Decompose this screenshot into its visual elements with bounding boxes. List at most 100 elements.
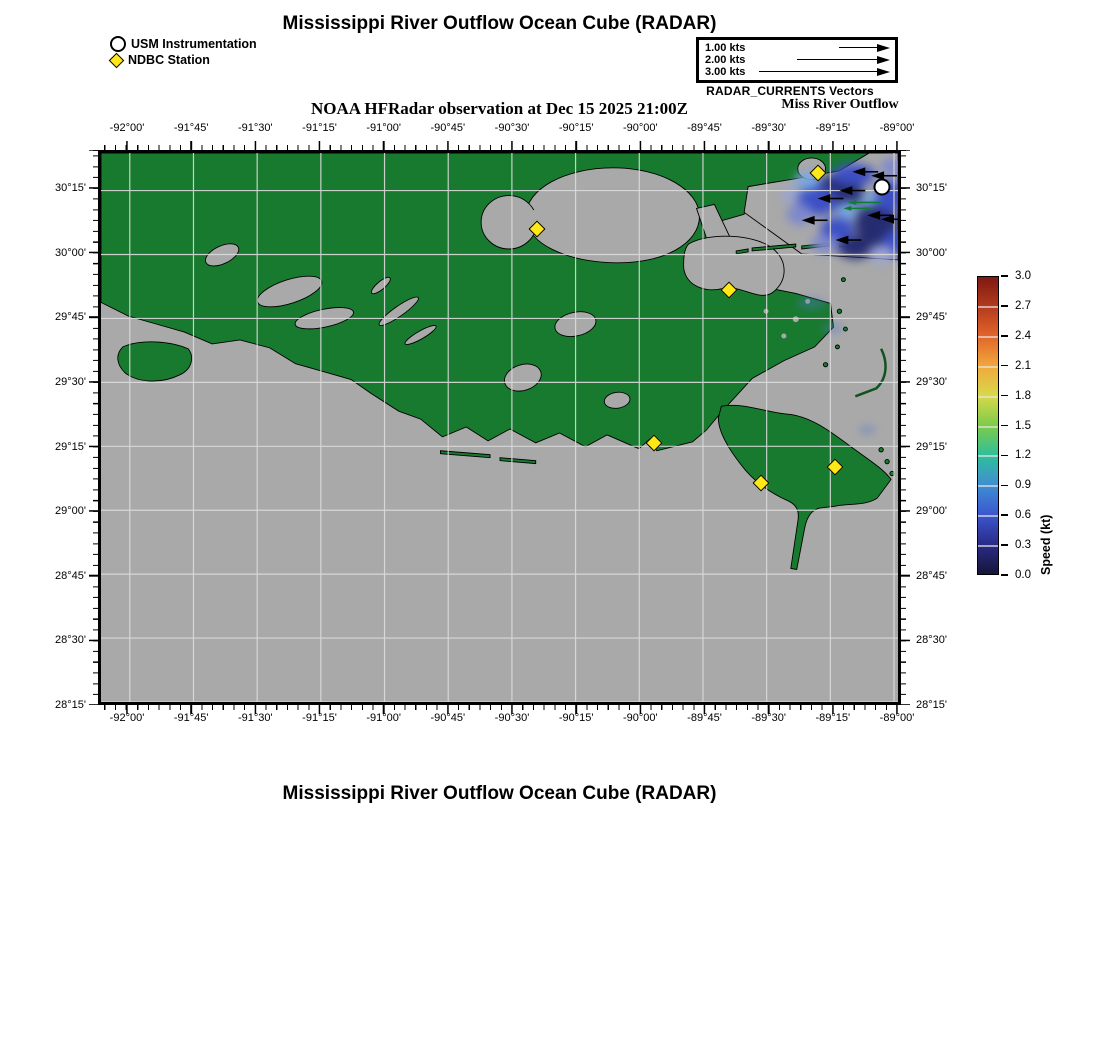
axis-ticks-top-minor (98, 145, 901, 150)
lon-tick-label: -91°00' (366, 122, 401, 134)
scale-label: 2.00 kts (705, 54, 746, 66)
lon-tick-label: -89°00' (879, 122, 915, 134)
colorbar-tick-label: 0.6 (1015, 509, 1031, 522)
map-plot-area (98, 150, 901, 705)
scale-arrow-icon (759, 67, 890, 77)
graticule-layer (101, 153, 898, 702)
colorbar-tick (1001, 424, 1008, 427)
breton-islet (878, 447, 884, 453)
legend-row-usm: USM Instrumentation (110, 36, 257, 52)
bayou-2 (404, 325, 437, 345)
lat-tick-label: 28°45' (55, 569, 86, 582)
lon-tick-label: -92°00' (109, 122, 145, 134)
colorbar-tick-label: 3.0 (1015, 270, 1031, 282)
colorbar-tick (1001, 335, 1008, 337)
marsh-pond (805, 298, 811, 304)
lat-axis-labels-left: 30°15' 30°00' 29°45' 29°30' 29°15' 29°00' 28°4… (8, 150, 90, 711)
lat-tick-label: 29°45' (916, 311, 947, 324)
lon-axis-labels-top: -92°00' -91°45' -91°30' -91°15' -91°00' -90°4… (98, 122, 915, 137)
barrier-island (439, 450, 491, 459)
colorbar-separator (978, 395, 998, 398)
lat-tick-label: 29°00' (55, 505, 86, 518)
circle-marker-icon (110, 36, 126, 52)
lat-tick-label: 28°30' (916, 634, 947, 647)
lon-tick-label: -90°30' (494, 122, 530, 134)
current-vector-arrow (839, 186, 866, 196)
colorbar-tick (1001, 544, 1008, 546)
lon-tick-label: -91°15' (302, 122, 337, 134)
chandeleur-islands (854, 348, 887, 398)
legend-label: NDBC Station (128, 53, 210, 67)
colorbar-tick (1001, 305, 1008, 307)
lon-tick-label: -91°30' (238, 122, 273, 134)
colorbar-gradient (977, 276, 999, 575)
colorbar-separator (978, 425, 998, 428)
colorbar-tick (1001, 484, 1008, 487)
axis-ticks-bottom-minor (98, 705, 901, 710)
lon-tick-label: -90°15' (558, 712, 594, 724)
speed-field-layer (780, 157, 898, 263)
scale-arrow-icon (797, 55, 890, 65)
legend-label: USM Instrumentation (131, 37, 257, 51)
diamond-marker-icon (108, 52, 125, 68)
lon-tick-label: -92°00' (109, 712, 145, 724)
current-vector-arrow (867, 210, 894, 220)
current-vector-arrow (871, 171, 898, 181)
legend-row-ndbc: NDBC Station (108, 52, 257, 68)
lon-tick-label: -89°15' (815, 122, 851, 134)
lat-tick-label: 29°15' (55, 440, 86, 453)
colorbar-tick (1001, 364, 1008, 367)
current-vector-arrow (852, 167, 879, 177)
lon-tick-label: -89°45' (687, 122, 722, 134)
lake-borgne (683, 235, 785, 296)
colorbar-separator (978, 515, 998, 518)
map-subtitle: NOAA HFRadar observation at Dec 15 2025 … (311, 99, 688, 118)
marsh-pond (792, 316, 799, 323)
lat-tick-label: 28°45' (916, 569, 947, 582)
colorbar-tick-label: 0.0 (1015, 569, 1031, 581)
current-vector-arrow (817, 194, 844, 203)
lon-tick-label: -91°45' (173, 122, 209, 134)
colorbar-tick-label: 1.5 (1015, 419, 1031, 432)
lon-tick-label: -90°45' (430, 122, 466, 134)
lat-tick-label: 28°15' (55, 699, 86, 711)
figure-title-bottom: Mississippi River Outflow Ocean Cube (RA… (282, 783, 717, 804)
bayou-3 (370, 276, 391, 295)
ndbc-station-marker (645, 434, 663, 452)
colorbar-separator (978, 305, 998, 308)
colorbar-tick (1001, 514, 1008, 516)
lat-tick-label: 30°15' (916, 182, 947, 194)
axis-ticks-right-minor (901, 150, 906, 705)
lon-tick-label: -90°45' (430, 712, 466, 724)
scale-label: 1.00 kts (705, 42, 746, 54)
station-overlay (101, 153, 898, 702)
colorbar-separator (978, 365, 998, 368)
lon-tick-label: -91°45' (173, 712, 209, 724)
ndbc-station-marker (809, 164, 827, 182)
lon-tick-label: -89°45' (687, 712, 722, 724)
scale-row: 3.00 kts (705, 66, 890, 78)
lon-tick-label: -90°00' (622, 122, 658, 134)
colorbar-tick-label: 1.8 (1015, 389, 1031, 402)
lat-tick-label: 29°15' (916, 440, 947, 453)
lon-tick-label: -90°00' (622, 712, 658, 724)
vector-scale-box: 1.00 kts 2.00 kts 3.00 kts (696, 37, 898, 83)
barrier-island (751, 243, 797, 252)
lat-tick-label: 29°00' (916, 505, 947, 518)
lon-axis-labels-bottom: -92°00' -91°45' -91°30' -91°15' -91°00' -90°4… (98, 712, 915, 727)
scale-row: 1.00 kts (705, 42, 890, 54)
lon-tick-label: -89°30' (751, 712, 786, 724)
breton-islet (884, 459, 890, 465)
marsh-island (117, 341, 193, 382)
colorbar-tick-label: 0.3 (1015, 539, 1031, 552)
current-vector-arrow (835, 235, 862, 245)
ndbc-station-marker (720, 281, 738, 299)
colorbar-separator (978, 545, 998, 548)
colorbar-tick-label: 2.4 (1015, 329, 1031, 342)
scale-label: 3.00 kts (705, 66, 746, 78)
current-vector-arrow (847, 199, 882, 205)
colorbar-tick (1001, 454, 1008, 457)
little-lake (603, 391, 631, 409)
colorbar-separator (978, 335, 998, 338)
colorbar-tick-label: 0.9 (1015, 479, 1031, 492)
